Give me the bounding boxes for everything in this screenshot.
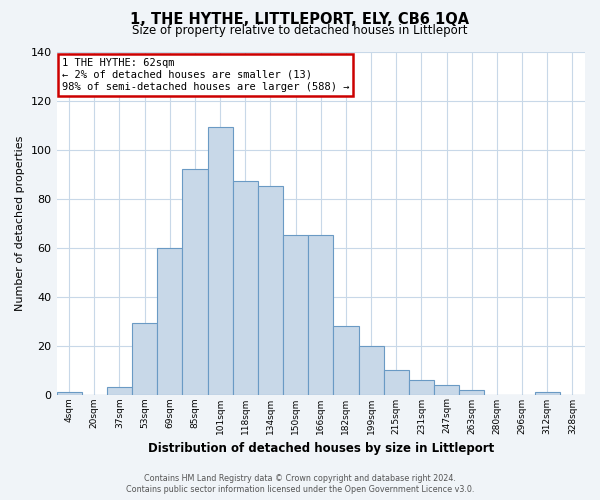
Bar: [283, 236, 308, 394]
Bar: [233, 182, 258, 394]
Bar: [208, 128, 233, 394]
Bar: [359, 346, 383, 395]
Bar: [157, 248, 182, 394]
Bar: [383, 370, 409, 394]
Bar: [308, 236, 334, 394]
Bar: [535, 392, 560, 394]
Bar: [409, 380, 434, 394]
Text: Size of property relative to detached houses in Littleport: Size of property relative to detached ho…: [132, 24, 468, 37]
Bar: [56, 392, 82, 394]
Bar: [258, 186, 283, 394]
Bar: [107, 387, 132, 394]
Bar: [334, 326, 359, 394]
Bar: [182, 169, 208, 394]
Text: 1, THE HYTHE, LITTLEPORT, ELY, CB6 1QA: 1, THE HYTHE, LITTLEPORT, ELY, CB6 1QA: [130, 12, 470, 28]
Text: 1 THE HYTHE: 62sqm
← 2% of detached houses are smaller (13)
98% of semi-detached: 1 THE HYTHE: 62sqm ← 2% of detached hous…: [62, 58, 349, 92]
Y-axis label: Number of detached properties: Number of detached properties: [15, 136, 25, 310]
Bar: [434, 384, 459, 394]
Text: Contains HM Land Registry data © Crown copyright and database right 2024.
Contai: Contains HM Land Registry data © Crown c…: [126, 474, 474, 494]
Bar: [132, 324, 157, 394]
X-axis label: Distribution of detached houses by size in Littleport: Distribution of detached houses by size …: [148, 442, 494, 455]
Bar: [459, 390, 484, 394]
